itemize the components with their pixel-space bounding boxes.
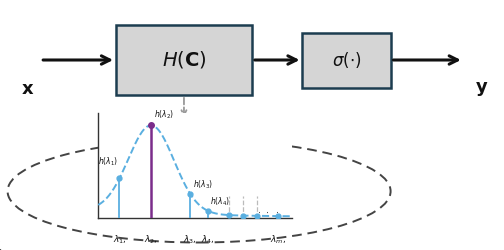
Text: $\mathbf{u}_2$: $\mathbf{u}_2$ [145, 249, 157, 250]
Text: $\lambda_m,$: $\lambda_m,$ [270, 233, 286, 246]
Text: $\sigma(\cdot)$: $\sigma(\cdot)$ [332, 50, 361, 70]
Text: $\lambda_2,$: $\lambda_2,$ [144, 233, 158, 246]
Text: Eigenvector: Eigenvector [0, 247, 1, 250]
Text: $u_3$: $u_3$ [184, 249, 196, 250]
Text: $h(\lambda_1)$: $h(\lambda_1)$ [98, 156, 118, 168]
Text: $u_4$: $u_4$ [202, 249, 213, 250]
Text: $\cdot\ \cdot\ \cdot$: $\cdot\ \cdot\ \cdot$ [257, 207, 279, 217]
Text: $u_m$: $u_m$ [272, 249, 285, 250]
Text: $u_1$: $u_1$ [114, 249, 125, 250]
Text: $H(\mathbf{C})$: $H(\mathbf{C})$ [162, 50, 206, 70]
Text: $\lambda_4,$: $\lambda_4,$ [201, 233, 215, 246]
Text: Eigenvalue,: Eigenvalue, [0, 235, 1, 244]
Text: $h(\lambda_4)$: $h(\lambda_4)$ [210, 195, 231, 208]
Text: $h(\lambda_3)$: $h(\lambda_3)$ [193, 178, 213, 190]
Text: $\mathbf{x}$: $\mathbf{x}$ [21, 80, 34, 98]
Text: $\lambda_1,$: $\lambda_1,$ [112, 233, 127, 246]
Text: $\lambda_3,$: $\lambda_3,$ [183, 233, 197, 246]
FancyBboxPatch shape [302, 32, 391, 88]
FancyBboxPatch shape [116, 25, 252, 95]
Text: $\mathbf{y}$: $\mathbf{y}$ [475, 80, 488, 98]
Text: $h(\lambda_2)$: $h(\lambda_2)$ [154, 109, 174, 122]
